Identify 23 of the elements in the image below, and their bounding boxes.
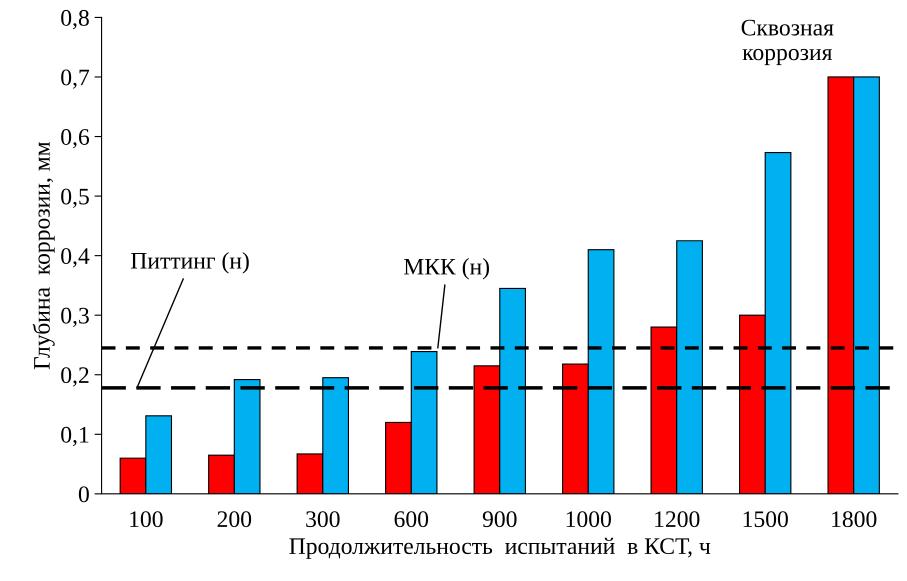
ref-line-label: Питтинг (н)	[130, 252, 249, 274]
annotation: Сквозная коррозия	[742, 20, 834, 66]
x-tick-label: 600	[394, 511, 428, 528]
x-tick-label: 200	[218, 511, 252, 528]
x-tick-label: 1500	[744, 511, 788, 528]
x-tick-label: 1000	[566, 511, 611, 528]
y-tick-label: 0,5	[61, 188, 89, 208]
y-tick-label: 0	[78, 486, 89, 502]
ref-line-label: МКК (н)	[404, 258, 490, 280]
x-tick-label: 100	[130, 511, 163, 528]
y-tick-label: 0,3	[61, 308, 89, 328]
x-tick-label: 300	[306, 511, 340, 528]
x-tick-label: 1200	[655, 511, 700, 528]
y-tick-label: 0,2	[61, 367, 88, 387]
y-tick-label: 0,7	[61, 69, 90, 89]
x-axis-title: Продолжительность испытаний в КСТ, ч	[289, 538, 710, 559]
y-axis-title: Глубина коррозии, мм	[32, 142, 55, 370]
y-tick-label: 0,8	[61, 10, 89, 30]
y-tick-label: 0,1	[61, 426, 88, 446]
x-tick-label: 1800	[832, 511, 876, 528]
x-tick-label: 900	[482, 511, 517, 528]
y-tick-label: 0,6	[61, 129, 90, 148]
y-tick-label: 0,4	[61, 248, 90, 268]
